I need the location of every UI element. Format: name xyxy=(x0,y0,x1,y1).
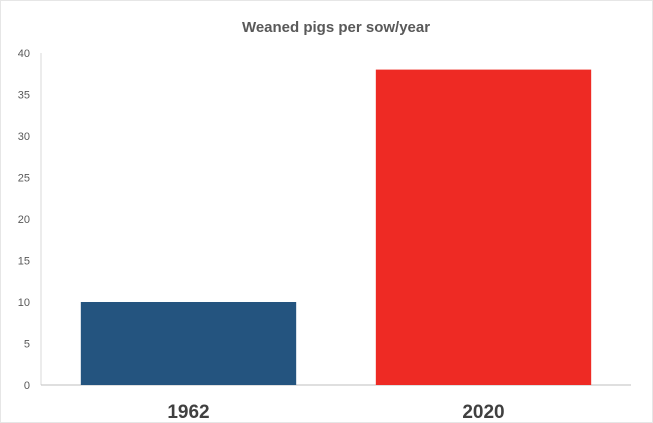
y-tick-label: 0 xyxy=(24,380,30,392)
y-tick-label: 40 xyxy=(18,48,30,60)
y-axis-ticks: 0 5 10 15 20 25 30 35 40 xyxy=(18,48,30,392)
x-tick-label-2020: 2020 xyxy=(462,402,504,422)
y-tick-label: 25 xyxy=(18,173,30,185)
bar-1962 xyxy=(80,302,297,385)
bars xyxy=(80,69,592,385)
x-axis-ticks: 1962 2020 xyxy=(167,402,504,422)
y-tick-label: 35 xyxy=(18,90,30,102)
y-tick-label: 10 xyxy=(18,297,30,309)
y-tick-label: 30 xyxy=(18,131,30,143)
y-tick-label: 15 xyxy=(18,256,30,268)
chart-title: Weaned pigs per sow/year xyxy=(242,19,430,36)
x-tick-label-1962: 1962 xyxy=(167,402,209,422)
y-tick-label: 20 xyxy=(18,214,30,226)
y-tick-label: 5 xyxy=(24,339,30,351)
bar-2020 xyxy=(375,69,592,385)
